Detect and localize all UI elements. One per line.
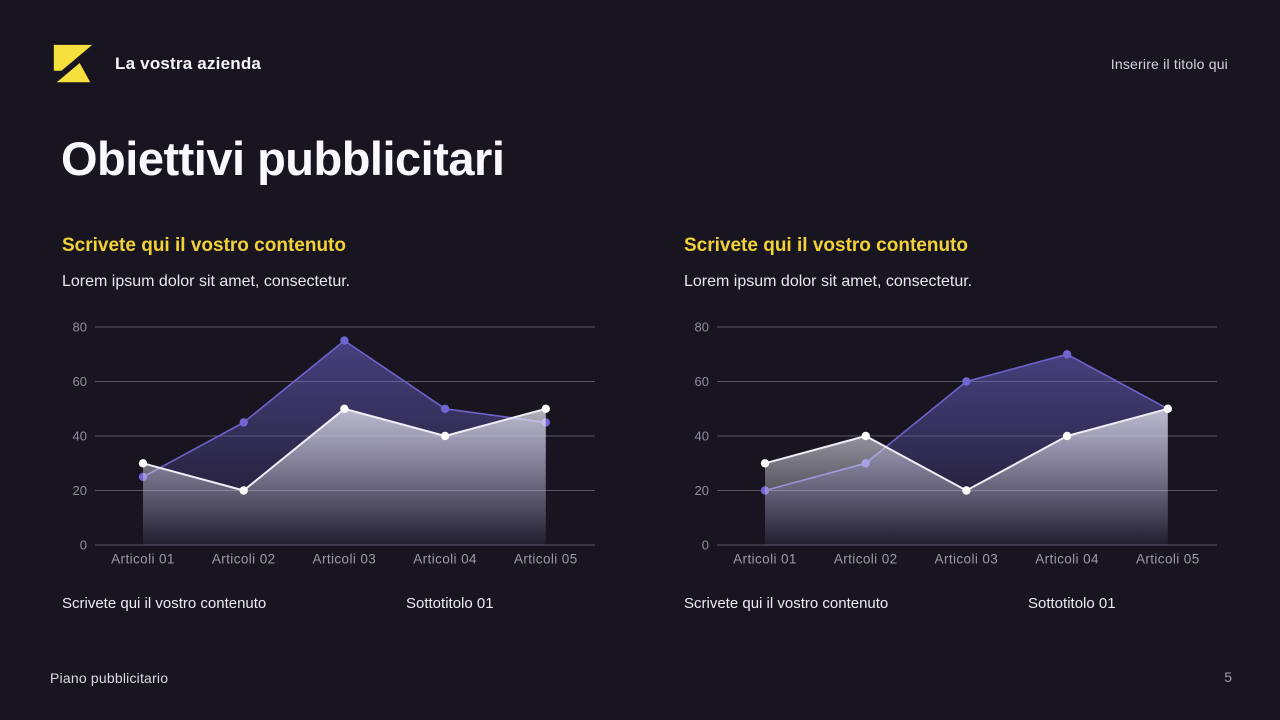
svg-text:Articoli 01: Articoli 01 — [733, 552, 797, 567]
column-body-text: Lorem ipsum dolor sit amet, consectetur. — [62, 273, 351, 290]
svg-text:Articoli 02: Articoli 02 — [212, 552, 276, 567]
column-heading: Scrivete qui il vostro contenuto — [62, 235, 346, 256]
svg-text:20: 20 — [73, 483, 87, 498]
caption-subtitle: Sottotitolo 01 — [406, 595, 494, 612]
area-chart-left: 0 20 40 60 80 Articoli 01 Articoli 02 Articoli … — [73, 320, 595, 567]
column-heading: Scrivete qui il vostro contenuto — [684, 235, 968, 256]
svg-text:Articoli 03: Articoli 03 — [313, 552, 377, 567]
company-logo-icon — [53, 44, 93, 83]
svg-text:Articoli 05: Articoli 05 — [514, 552, 578, 567]
content-column-left: Scrivete qui il vostro contenuto Lorem i… — [62, 233, 598, 615]
svg-text:60: 60 — [695, 374, 709, 389]
caption-content: Scrivete qui il vostro contenuto — [684, 595, 889, 612]
header: La vostra azienda Inserire il titolo qui — [50, 40, 1228, 88]
svg-text:Articoli 04: Articoli 04 — [413, 552, 477, 567]
svg-text:40: 40 — [695, 429, 709, 444]
company-name: La vostra azienda — [115, 54, 262, 73]
chart-container-right: 0 20 40 60 80 Articoli 01 Articoli 02 Articoli … — [684, 314, 1220, 574]
caption-content: Scrivete qui il vostro contenuto — [62, 595, 267, 612]
svg-text:Articoli 03: Articoli 03 — [935, 552, 999, 567]
svg-text:20: 20 — [695, 483, 709, 498]
footer-label: Piano pubblicitario — [50, 670, 169, 686]
captions-row: Scrivete qui il vostro contenuto Sottoti… — [62, 595, 598, 615]
svg-text:40: 40 — [73, 429, 87, 444]
svg-text:Articoli 02: Articoli 02 — [834, 552, 898, 567]
svg-text:80: 80 — [73, 320, 87, 335]
svg-text:Articoli 04: Articoli 04 — [1035, 552, 1099, 567]
brand: La vostra azienda — [50, 41, 261, 87]
captions-row: Scrivete qui il vostro contenuto Sottoti… — [684, 595, 1220, 615]
svg-text:60: 60 — [73, 374, 87, 389]
svg-text:0: 0 — [80, 538, 87, 553]
content-column-right: Scrivete qui il vostro contenuto Lorem i… — [684, 233, 1220, 615]
chart-container-left: 0 20 40 60 80 Articoli 01 Articoli 02 Articoli … — [62, 314, 598, 574]
area-chart-right: 0 20 40 60 80 Articoli 01 Articoli 02 Articoli … — [695, 320, 1217, 567]
svg-text:Articoli 05: Articoli 05 — [1136, 552, 1200, 567]
header-title-placeholder: Inserire il titolo qui — [1110, 56, 1228, 72]
svg-text:Articoli 01: Articoli 01 — [111, 552, 175, 567]
page-title: Obiettivi pubblicitari — [61, 132, 505, 185]
caption-subtitle: Sottotitolo 01 — [1028, 595, 1116, 612]
svg-text:80: 80 — [695, 320, 709, 335]
svg-text:0: 0 — [702, 538, 709, 553]
column-body-text: Lorem ipsum dolor sit amet, consectetur. — [684, 273, 973, 290]
page-number: 5 — [1224, 669, 1232, 685]
